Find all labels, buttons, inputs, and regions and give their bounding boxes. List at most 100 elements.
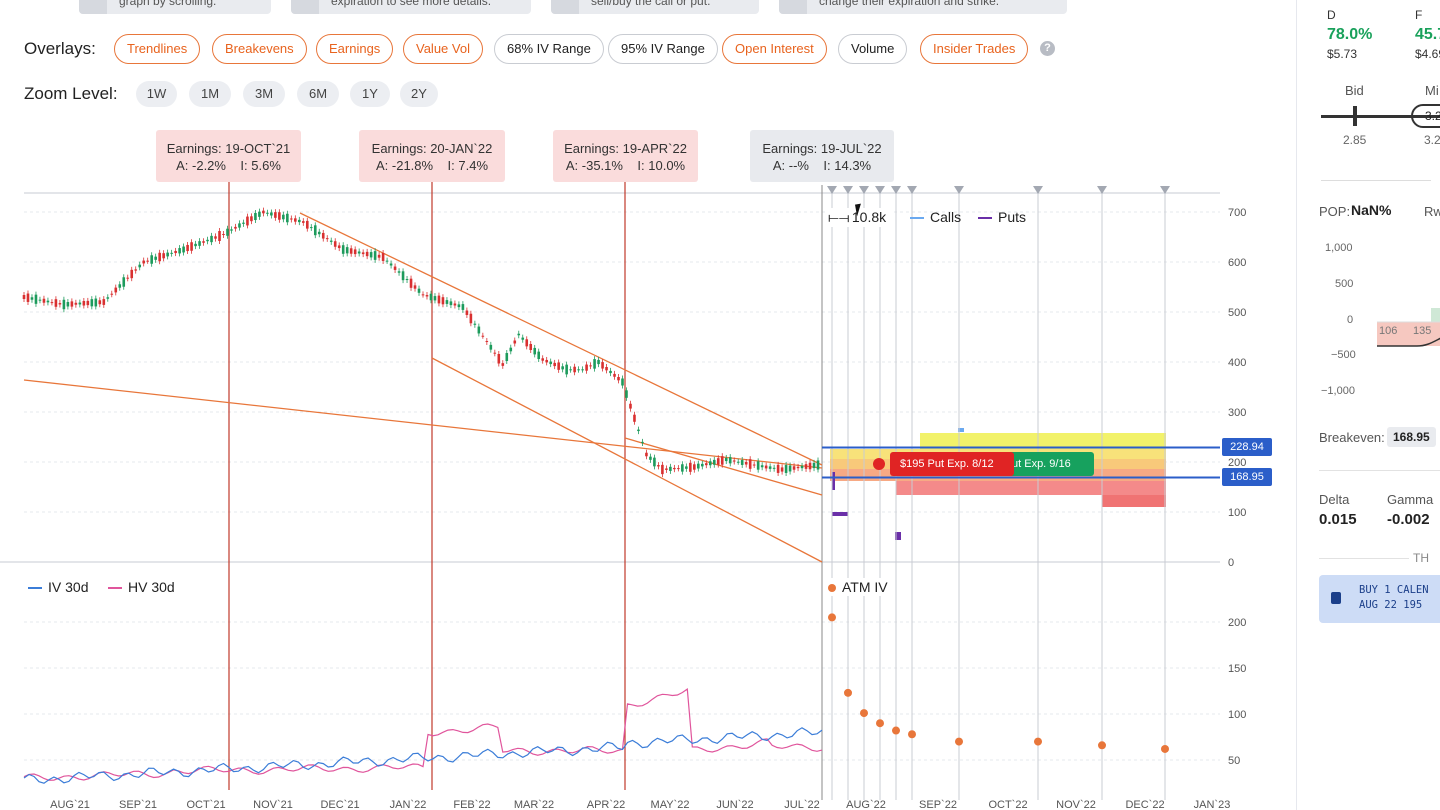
- candle-body: [242, 222, 245, 224]
- help-icon[interactable]: ?: [1040, 41, 1055, 56]
- atm-iv-point: [876, 719, 884, 728]
- mid-price-input[interactable]: 3.2: [1411, 104, 1440, 128]
- atm-iv-legend[interactable]: ATM IV: [826, 578, 894, 596]
- oi-legend: ⟝⟞ 10.8k: [826, 208, 895, 227]
- zoom-1w-button[interactable]: 1W: [136, 81, 177, 107]
- zoom-3m-button[interactable]: 3M: [243, 81, 285, 107]
- candle-body: [302, 221, 305, 223]
- earnings-box[interactable]: Earnings: 19-APR`22 A: -35.1% I: 10.0%: [553, 130, 698, 182]
- price-slider-track[interactable]: [1321, 115, 1440, 118]
- breakeven-label: Breakeven:: [1319, 430, 1385, 445]
- candle-body: [222, 233, 225, 236]
- candle-body: [294, 218, 297, 222]
- overlay-trendlines-button[interactable]: Trendlines: [114, 34, 201, 64]
- candle-body: [772, 467, 776, 469]
- overlay-insider-trades-button[interactable]: Insider Trades: [920, 34, 1029, 64]
- candle-body: [461, 304, 465, 310]
- overlay-95-iv-range-button[interactable]: 95% IV Range: [608, 34, 718, 64]
- zoom-2y-button[interactable]: 2Y: [400, 81, 438, 107]
- candle-body: [26, 293, 30, 302]
- expiration-marker: [843, 186, 853, 194]
- candle-body: [58, 303, 62, 305]
- section-divider: [1319, 558, 1409, 559]
- rw-label: Rw: [1424, 204, 1440, 219]
- candle-body: [317, 231, 321, 235]
- zoom-1m-button[interactable]: 1M: [189, 81, 231, 107]
- lower-breakeven-tag: 168.95: [1222, 468, 1272, 486]
- candle-body: [361, 252, 365, 255]
- put-oi-bar: [895, 532, 901, 540]
- candle-body: [46, 300, 50, 303]
- candle-body: [493, 352, 497, 354]
- candle-body: [569, 369, 572, 371]
- put-oi-bar: [832, 512, 848, 516]
- candle-body: [457, 304, 461, 308]
- hv-30d-line: [23, 688, 823, 781]
- candle-body: [445, 300, 449, 304]
- candle-body: [154, 256, 157, 260]
- calls-legend[interactable]: Calls: [910, 209, 961, 225]
- candle-body: [258, 211, 261, 217]
- price-slider-handle[interactable]: [1353, 106, 1357, 126]
- x-tick-label: FEB`22: [453, 799, 490, 810]
- earnings-title: Earnings: 19-JUL`22: [762, 141, 882, 156]
- candle-body: [756, 461, 760, 470]
- x-tick-label: NOV`22: [1056, 799, 1096, 810]
- x-tick-label: JUN`22: [716, 799, 753, 810]
- call-oi-bar: [958, 428, 964, 432]
- price-chart[interactable]: 700 600 500 400 300 200 100 0 200 150 100 50 AUG`21 S…: [0, 0, 1296, 810]
- zoom-1y-button[interactable]: 1Y: [350, 81, 390, 107]
- x-tick-label: JUL`22: [784, 799, 819, 810]
- d-price: $5.73: [1327, 47, 1358, 61]
- candle-body: [118, 284, 122, 288]
- overlay-68-iv-range-button[interactable]: 68% IV Range: [494, 34, 604, 64]
- candle-body: [198, 241, 201, 246]
- candle-body: [449, 301, 453, 306]
- candle-body: [597, 359, 600, 365]
- earnings-box[interactable]: Earnings: 19-JUL`22 A: --% I: 14.3%: [750, 130, 894, 182]
- candle-body: [230, 229, 233, 231]
- zoom-6m-button[interactable]: 6M: [297, 81, 339, 107]
- earnings-box[interactable]: Earnings: 19-OCT`21 A: -2.2% I: 5.6%: [156, 130, 301, 182]
- candle-body: [357, 251, 361, 254]
- candle-body: [98, 300, 102, 305]
- candle-body: [505, 353, 509, 361]
- candle-body: [178, 248, 181, 254]
- order-summary[interactable]: BUY 1 CALEN AUG 22 195: [1319, 575, 1440, 623]
- candle-body: [130, 269, 134, 279]
- candle-body: [90, 299, 94, 307]
- candle-body: [489, 344, 493, 350]
- puts-legend[interactable]: Puts: [978, 209, 1026, 225]
- d-percent: 78.0%: [1327, 26, 1373, 43]
- expiration-marker: [954, 186, 964, 194]
- candle-body: [341, 245, 345, 254]
- overlay-volume-button[interactable]: Volume: [838, 34, 908, 64]
- price-tick-label: 100: [1228, 507, 1246, 519]
- earnings-box[interactable]: Earnings: 20-JAN`22 A: -21.8% I: 7.4%: [359, 130, 505, 182]
- candle-body: [481, 335, 485, 337]
- candle-body: [266, 212, 269, 214]
- expiration-marker: [891, 186, 901, 194]
- overlay-open-interest-button[interactable]: Open Interest: [722, 34, 827, 64]
- x-tick-label: SEP`21: [119, 799, 157, 810]
- overlay-earnings-button[interactable]: Earnings: [316, 34, 394, 64]
- atm-iv-point: [1098, 741, 1106, 750]
- trade-marker-dot: [873, 458, 885, 470]
- overlay-breakevens-button[interactable]: Breakevens: [212, 34, 307, 64]
- candle-body: [517, 333, 521, 336]
- put-8-12-label[interactable]: $195 Put Exp. 8/12: [890, 452, 1014, 476]
- candle-body: [373, 251, 377, 260]
- hv-30d-legend[interactable]: HV 30d: [108, 579, 175, 595]
- expiration-marker: [859, 186, 869, 194]
- iv-30d-legend[interactable]: IV 30d: [28, 579, 88, 595]
- overlay-value-vol-button[interactable]: Value Vol: [403, 34, 483, 64]
- copy-icon[interactable]: [1331, 592, 1341, 604]
- candle-body: [74, 302, 78, 305]
- candle-body: [186, 244, 189, 252]
- candle-body: [246, 216, 249, 226]
- pl-chart[interactable]: [1377, 300, 1440, 360]
- candle-body: [788, 465, 792, 472]
- candle-body: [417, 288, 421, 293]
- zoom-level-label: Zoom Level:: [24, 84, 118, 103]
- candle-body: [593, 359, 596, 369]
